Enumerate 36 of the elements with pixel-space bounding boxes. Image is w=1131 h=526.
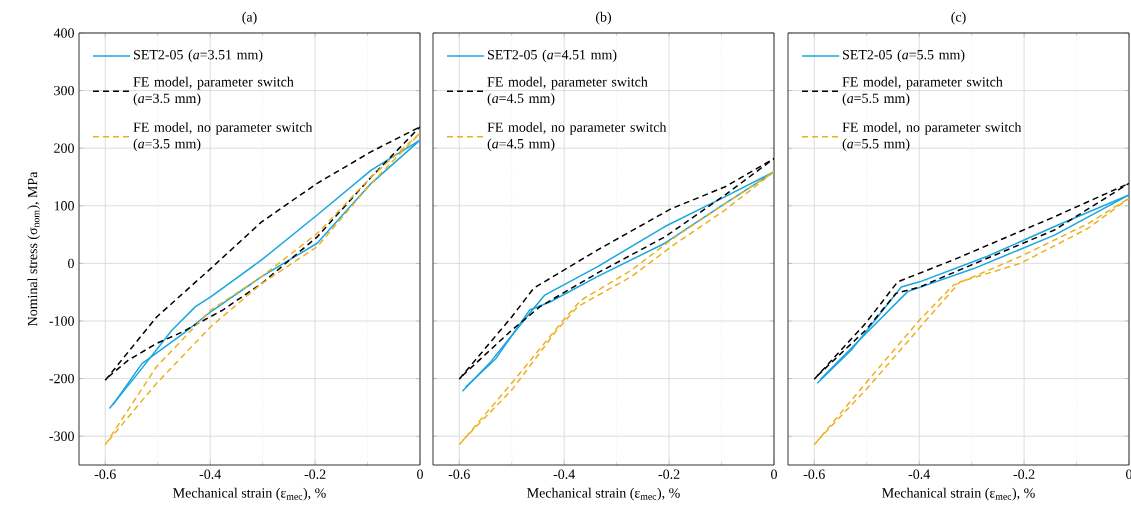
x-tick-label: -0.6 bbox=[803, 469, 825, 479]
legend-label: FE model, no parameter switch (a=3.5 mm) bbox=[133, 122, 313, 152]
x-tick-label: 0 bbox=[771, 469, 777, 479]
y-tick-label: 0 bbox=[68, 258, 74, 269]
legend-label: FE model, no parameter switch (a=4.5 mm) bbox=[487, 122, 667, 152]
legend-label: FE model, no parameter switch (a=5.5 mm) bbox=[842, 122, 1022, 152]
chart-title: (b) bbox=[595, 11, 612, 25]
legend-label: FE model, parameter switch (a=4.5 mm) bbox=[487, 76, 648, 106]
legend-label: SET2-05 (a=5.5 mm) bbox=[843, 49, 965, 63]
x-tick-label: -0.2 bbox=[1013, 469, 1035, 479]
legend-label: FE model, parameter switch (a=3.5 mm) bbox=[133, 76, 294, 106]
y-tick-label: 100 bbox=[54, 201, 74, 211]
legend-label: SET2-05 (a=3.51 mm) bbox=[134, 49, 263, 63]
x-tick-label: -0.6 bbox=[448, 469, 470, 479]
y-tick-label: -300 bbox=[49, 431, 74, 441]
x-axis-title: Mechanical strain (ε$_{mec}$), % bbox=[527, 487, 680, 501]
x-tick-label: -0.4 bbox=[553, 469, 575, 479]
x-axis-title: Mechanical strain (ε$_{mec}$), % bbox=[882, 487, 1035, 501]
x-tick-label: -0.6 bbox=[94, 469, 116, 479]
chart-title: (a) bbox=[242, 11, 257, 25]
x-tick-label: -0.4 bbox=[199, 469, 221, 479]
x-tick-label: -0.4 bbox=[908, 469, 930, 479]
y-tick-label: -100 bbox=[49, 316, 74, 326]
legend-label: FE model, parameter switch (a=5.5 mm) bbox=[842, 76, 1003, 106]
x-tick-label: 0 bbox=[1126, 469, 1131, 479]
x-axis-title: Mechanical strain (ε$_{mec}$), % bbox=[173, 487, 326, 501]
x-tick-label: 0 bbox=[417, 469, 423, 479]
y-axis-title: Nominal stress (σ$_{nom}$), MPa bbox=[27, 171, 41, 326]
y-tick-label: 300 bbox=[54, 85, 74, 96]
chart-title: (c) bbox=[951, 11, 966, 25]
legend-label: SET2-05 (a=4.51 mm) bbox=[488, 49, 617, 63]
y-tick-label: 400 bbox=[53, 28, 74, 38]
x-tick-label: -0.2 bbox=[658, 469, 680, 479]
y-tick-label: -200 bbox=[49, 373, 74, 384]
y-tick-label: 200 bbox=[54, 143, 74, 153]
x-tick-label: -0.2 bbox=[304, 469, 326, 479]
